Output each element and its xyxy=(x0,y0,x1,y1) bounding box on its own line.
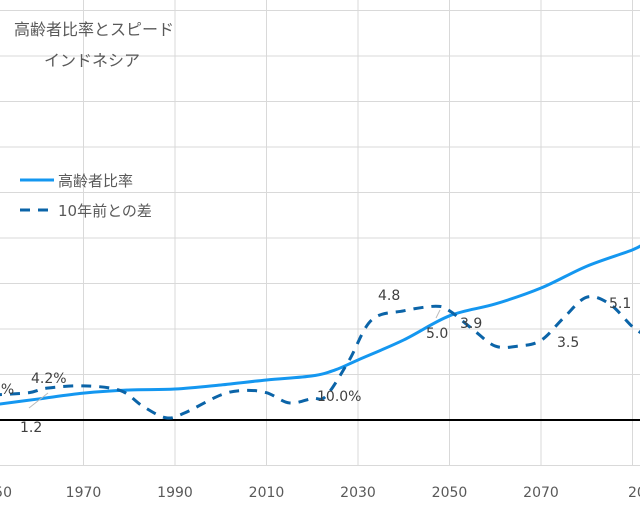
data-labels: 2% 4.2% 1.2 10.0% 4.8 5.0 3.9 3.5 5.1 xyxy=(0,288,631,436)
leader-line xyxy=(28,392,49,409)
x-axis-ticks: 50 1970 1990 2010 2030 2050 2070 209 xyxy=(0,485,640,501)
x-tick-label: 209 xyxy=(628,485,640,501)
x-tick-label: 1990 xyxy=(157,485,193,501)
x-tick-label: 1970 xyxy=(66,485,102,501)
series-line-aging-ratio xyxy=(0,244,640,406)
x-tick-label: 2030 xyxy=(340,485,376,501)
legend: 高齢者比率 10年前との差 xyxy=(20,172,152,220)
data-label: 3.9 xyxy=(460,316,482,332)
data-label: 10.0% xyxy=(317,389,361,405)
x-tick-label: 2010 xyxy=(249,485,285,501)
chart-subtitle: インドネシア xyxy=(44,51,140,70)
data-label: 5.0 xyxy=(426,326,448,342)
data-label: 5.1 xyxy=(609,296,631,312)
legend-label-difference: 10年前との差 xyxy=(58,202,152,220)
data-label: 4.2% xyxy=(31,371,67,387)
leader-line xyxy=(435,309,441,319)
x-tick-label: 2070 xyxy=(523,485,559,501)
x-tick-label: 50 xyxy=(0,485,12,501)
data-label: 1.2 xyxy=(20,420,42,436)
data-label: 3.5 xyxy=(557,335,579,351)
gridlines xyxy=(0,0,640,466)
data-label: 2% xyxy=(0,382,14,398)
x-tick-label: 2050 xyxy=(432,485,468,501)
data-label: 4.8 xyxy=(378,288,400,304)
legend-label-aging-ratio: 高齢者比率 xyxy=(58,172,133,190)
chart-title: 高齢者比率とスピード xyxy=(14,20,174,39)
